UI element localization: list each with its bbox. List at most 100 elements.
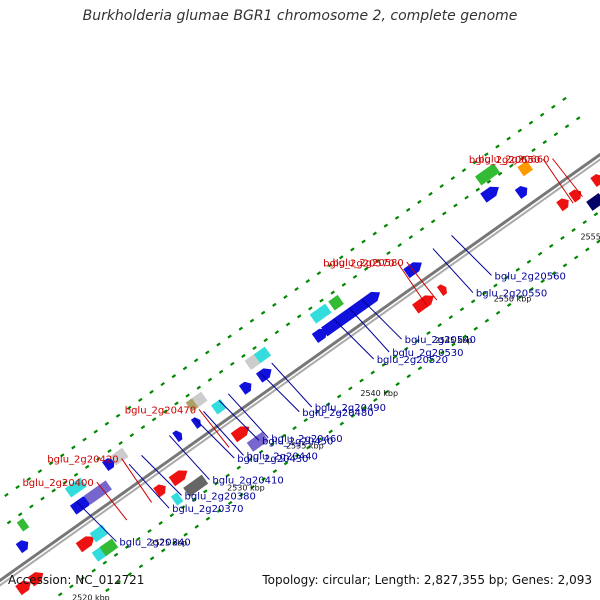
track-dot [442, 211, 447, 216]
label-leader-line [203, 411, 244, 456]
track-dot [205, 516, 211, 521]
track-dot [325, 402, 331, 407]
gene-arrow[interactable] [403, 258, 425, 279]
track-dot [207, 377, 213, 382]
gene-label: bglu_2g20540 [405, 335, 476, 346]
track-dot [163, 409, 168, 414]
gene-arrow[interactable] [556, 196, 572, 212]
track-dot [585, 247, 590, 252]
track-dot [191, 497, 197, 502]
gene-arrow[interactable] [590, 171, 600, 188]
track-dot [260, 310, 266, 315]
gene-block[interactable] [183, 474, 209, 497]
track-dot [531, 147, 536, 153]
track-dot [417, 199, 422, 204]
label-leader-line [333, 318, 375, 360]
gene-label: bglu_2g20520 [377, 355, 448, 366]
gene-arrow[interactable] [514, 183, 531, 199]
track-dot [138, 397, 143, 402]
gene-arrow[interactable] [255, 365, 275, 383]
track-dot [272, 469, 278, 474]
track-dot [417, 366, 423, 371]
gene-arrow[interactable] [311, 325, 331, 344]
track-dot [196, 385, 202, 390]
track-dot [69, 584, 74, 589]
track-dot [403, 346, 409, 351]
gene-block[interactable] [99, 538, 119, 557]
gene-block[interactable] [64, 477, 87, 498]
gene-arrow[interactable] [230, 422, 253, 443]
track-dot [292, 425, 297, 431]
gene-block[interactable] [211, 398, 227, 415]
gene-label: bglu_2g20650 [469, 155, 540, 166]
gene-arrow[interactable] [75, 532, 98, 553]
gene-block[interactable] [191, 391, 208, 408]
gene-feature [238, 379, 255, 395]
track-dot [520, 155, 525, 161]
track-dot [428, 358, 434, 363]
track-dot [316, 271, 322, 276]
gene-arrow[interactable] [15, 577, 34, 596]
gene-arrow[interactable] [190, 415, 204, 429]
gene-arrow[interactable] [15, 538, 32, 554]
track-dot [274, 330, 280, 335]
gene-feature [27, 569, 47, 587]
track-dot [6, 520, 12, 525]
gene-arrow[interactable] [101, 455, 118, 472]
gene-arrow[interactable] [27, 569, 47, 587]
track-dot [506, 302, 512, 307]
gene-block[interactable] [586, 193, 600, 211]
track-dot [172, 540, 177, 545]
gene-block[interactable] [83, 480, 112, 505]
gene-arrow[interactable] [412, 291, 437, 314]
gene-block[interactable] [517, 160, 534, 177]
track-dot [261, 477, 266, 482]
gene-arrow[interactable] [238, 379, 255, 395]
track-dot [82, 437, 87, 442]
track-dot [17, 512, 23, 517]
track-dot [328, 429, 333, 434]
gene-label: bglu_2g20450 [262, 436, 333, 447]
gene-arrow[interactable] [436, 283, 450, 296]
track-dot [518, 294, 523, 300]
track-dot [93, 429, 98, 434]
gene-block[interactable] [244, 354, 261, 370]
label-leader-line [169, 435, 210, 480]
label-leader-line [361, 298, 402, 340]
accession-text: Accession: NC_012721 [8, 573, 145, 587]
track-dot [575, 116, 581, 121]
gene-arrow[interactable] [153, 482, 169, 498]
track-dot [394, 215, 400, 220]
track-dot [426, 330, 431, 336]
gene-block[interactable] [109, 447, 129, 466]
track-dot [551, 271, 557, 276]
track-dot [140, 425, 146, 430]
gene-block[interactable] [309, 303, 332, 324]
track-dot [113, 552, 119, 557]
gene-block[interactable] [246, 431, 269, 452]
gene-feature [412, 291, 437, 314]
gene-label: bglu_2g20550 [476, 289, 547, 300]
gene-arrow[interactable] [172, 429, 185, 443]
gene-arrow[interactable] [168, 466, 191, 487]
track-dot [484, 152, 489, 157]
kbp-tick-label: 2555 kbp [580, 233, 600, 242]
gene-block[interactable] [16, 518, 30, 532]
track-dot [149, 556, 155, 561]
track-dot [102, 560, 108, 565]
gene-feature [16, 518, 30, 532]
gene-arrow[interactable] [568, 187, 585, 203]
track-dot [158, 521, 163, 526]
gene-block[interactable] [475, 163, 500, 186]
gene-block[interactable] [170, 492, 184, 506]
track-dot [252, 345, 257, 351]
label-leader-line [406, 261, 438, 301]
label-leader-line [271, 362, 313, 408]
gene-label: bglu_2g20370 [172, 504, 243, 515]
track-dot [450, 176, 456, 181]
gene-block[interactable] [328, 294, 344, 311]
track-dot [51, 488, 56, 493]
track-dot [386, 250, 391, 256]
gene-arrow[interactable] [480, 183, 502, 203]
